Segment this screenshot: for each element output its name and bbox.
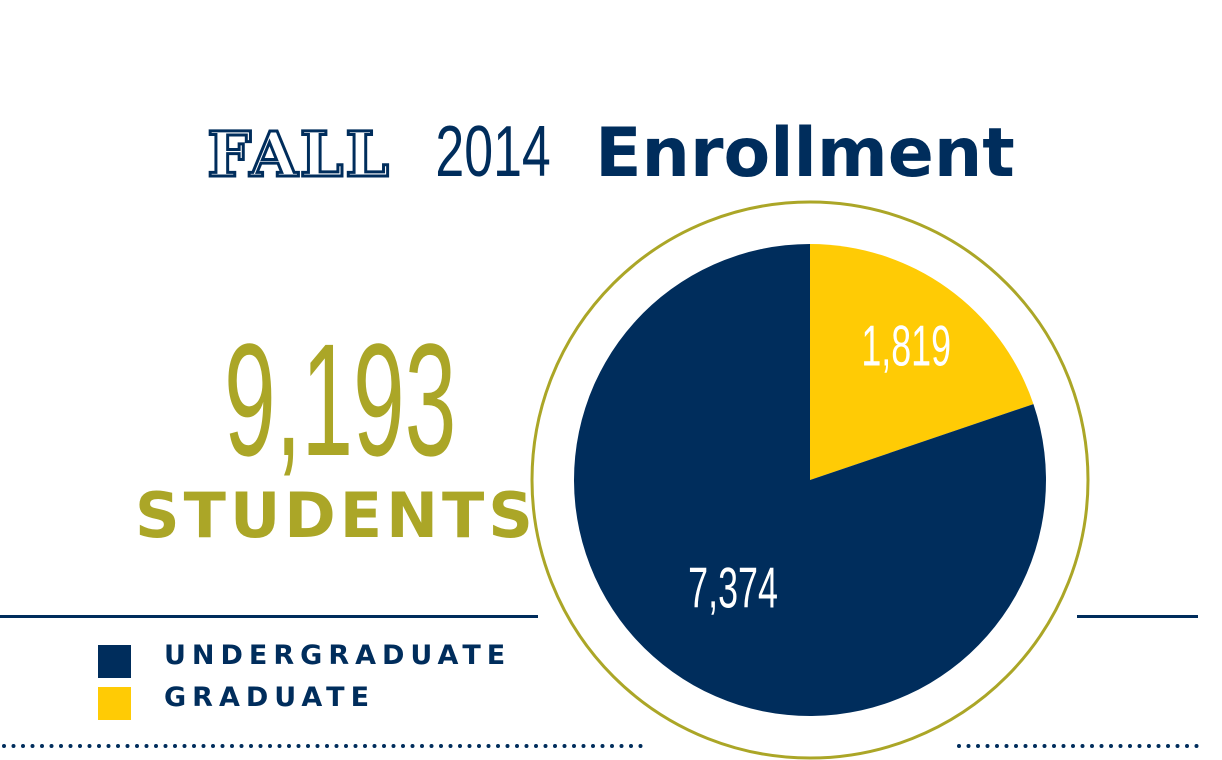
legend-label-undergraduate: UNDERGRADUATE [164, 640, 512, 671]
title-word: Enrollment [595, 114, 1015, 193]
legend-label-graduate: GRADUATE [164, 682, 376, 713]
dotted-rule-right [957, 744, 1200, 748]
pie-label-undergraduate: 7,374 [688, 557, 778, 621]
legend-swatch-graduate [98, 687, 131, 720]
divider-right [1077, 615, 1198, 618]
total-students-value: 9,193 [224, 310, 457, 489]
pie-chart: 1,819 7,374 [530, 200, 1090, 760]
total-students-unit: STUDENTS [135, 479, 537, 552]
pie-label-graduate: 1,819 [861, 315, 951, 379]
chart-title: FALL 2014 Enrollment [0, 112, 1222, 195]
pie-slice-undergraduate [573, 243, 1046, 717]
title-season: FALL [206, 117, 391, 193]
title-year: 2014 [435, 112, 551, 192]
divider-left [0, 615, 538, 618]
pie-outer-ring [530, 200, 1090, 760]
dotted-rule-left [2, 744, 650, 748]
legend-swatch-undergraduate [98, 645, 131, 678]
pie-slice-graduate [810, 244, 1034, 480]
